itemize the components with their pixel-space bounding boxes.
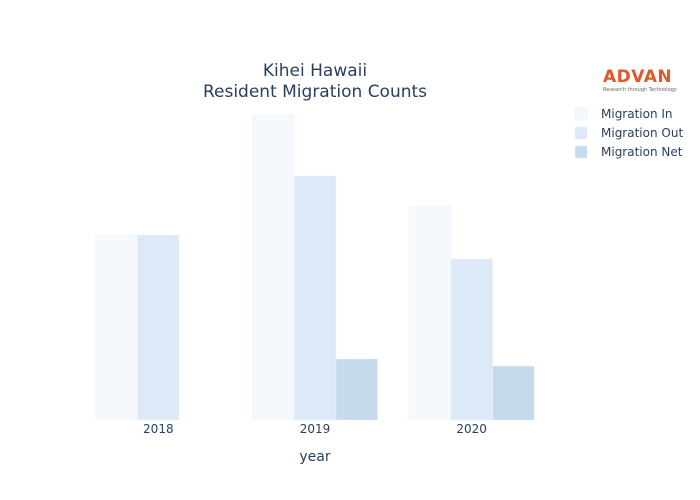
- bar-migration-out-2020[interactable]: [450, 258, 493, 421]
- chart-title-line-2: Resident Migration Counts: [203, 82, 427, 102]
- bar-migration-in-2018[interactable]: [95, 234, 138, 421]
- legend-label-migration-in: Migration In: [601, 107, 673, 121]
- legend-swatch-migration-in: [574, 107, 588, 121]
- x-axis-ticks: 2018 2019 2020: [143, 422, 487, 436]
- advan-logo-text: ADVAN: [603, 67, 672, 87]
- advan-logo: ADVAN Research through Technology: [603, 67, 677, 93]
- legend-swatch-migration-net: [574, 145, 588, 159]
- bar-migration-net-2020[interactable]: [492, 365, 535, 421]
- x-tick-label-2018: 2018: [143, 422, 174, 436]
- legend-item-migration-in[interactable]: Migration In: [574, 107, 673, 121]
- legend-item-migration-net[interactable]: Migration Net: [574, 145, 683, 159]
- legend[interactable]: Migration In Migration Out Migration Net: [574, 107, 683, 159]
- bar-migration-net-2019[interactable]: [335, 358, 378, 421]
- x-axis-title: year: [299, 449, 330, 465]
- legend-label-migration-out: Migration Out: [601, 126, 683, 140]
- bar-migration-out-2018[interactable]: [137, 234, 180, 421]
- bar-migration-in-2020[interactable]: [408, 205, 452, 421]
- bar-migration-out-2019[interactable]: [293, 175, 337, 421]
- bars-group: [95, 114, 535, 421]
- advan-logo-tagline: Research through Technology: [603, 87, 677, 93]
- x-tick-label-2020: 2020: [456, 422, 487, 436]
- legend-item-migration-out[interactable]: Migration Out: [574, 126, 683, 140]
- legend-label-migration-net: Migration Net: [601, 145, 683, 159]
- x-tick-label-2019: 2019: [300, 422, 331, 436]
- chart-title-line-1: Kihei Hawaii: [263, 61, 367, 81]
- bar-migration-in-2019[interactable]: [252, 114, 295, 421]
- legend-swatch-migration-out: [574, 126, 588, 140]
